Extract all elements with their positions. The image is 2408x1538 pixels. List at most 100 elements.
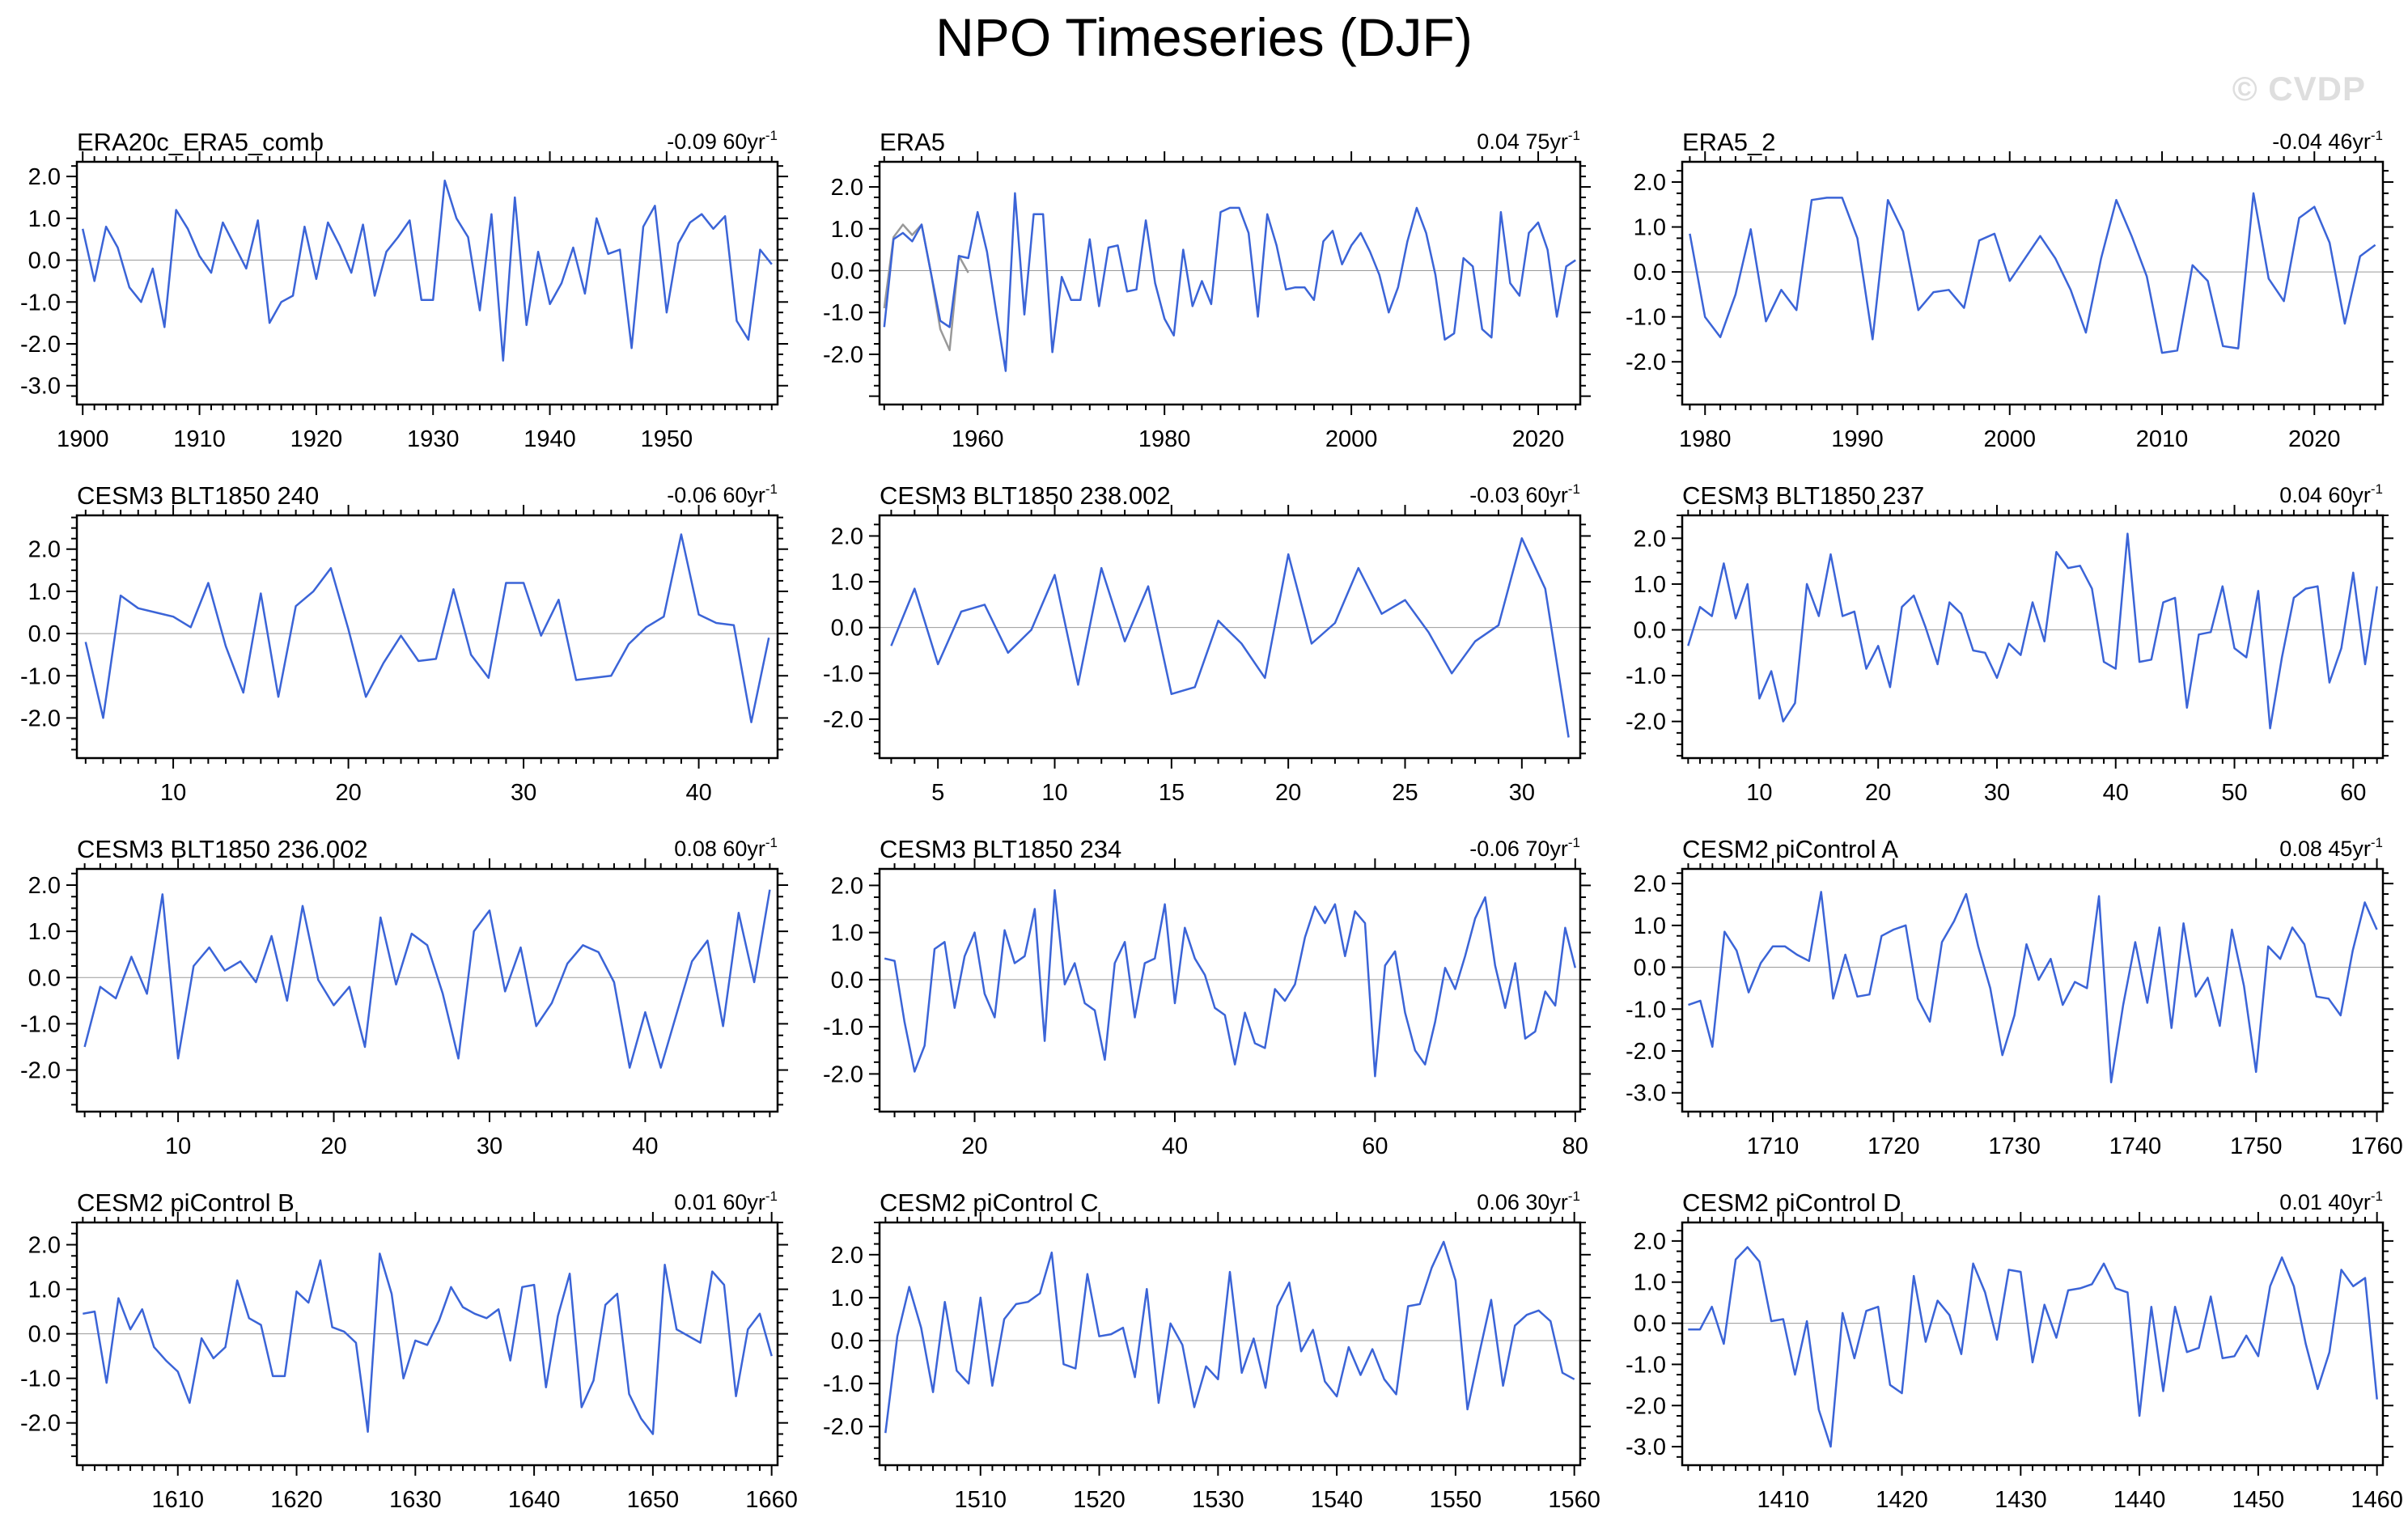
- y-tick-label: 0.0: [28, 1322, 61, 1348]
- plot-frame: [75, 867, 779, 1113]
- y-tick-label: -1.0: [1626, 663, 1666, 689]
- x-tick-label: 1910: [173, 426, 226, 452]
- x-tick-label: 1960: [952, 426, 1004, 452]
- y-tick-label: -1.0: [823, 1371, 863, 1397]
- page-title: NPO Timeseries (DJF): [935, 7, 1473, 67]
- axis-ticks: [1672, 858, 2393, 1122]
- timeseries-svg: CESM3 BLT1850 236.002 0.08 60yr-1 2.0 1.0 0.…: [20, 835, 788, 1159]
- y-tick-label: 2.0: [1634, 526, 1666, 552]
- x-tick-label: 2000: [1984, 426, 2037, 452]
- timeseries-line: [1688, 891, 2378, 1084]
- chart-panel: CESM3 BLT1850 237 0.04 60yr-1 2.0 1.0 0.0 -1.…: [1605, 473, 2408, 827]
- y-tick-label: 2.0: [28, 1233, 61, 1259]
- y-tick-label: -1.0: [1626, 1352, 1666, 1378]
- y-tick-label: 2.0: [1634, 1229, 1666, 1255]
- x-tick-label: 1900: [57, 426, 109, 452]
- timeseries-svg: CESM3 BLT1850 240 -0.06 60yr-1 2.0 1.0 0.0 -1…: [20, 481, 788, 806]
- y-tick-label: -2.0: [823, 707, 863, 733]
- y-tick-label: 2.0: [28, 873, 61, 899]
- x-tick-label: 40: [1162, 1133, 1188, 1159]
- chart-panel: CESM3 BLT1850 238.002 -0.03 60yr-1 2.0 1.0 0…: [803, 473, 1605, 827]
- chart-panel: ERA20c_ERA5_comb -0.09 60yr-1 2.0 1.0 0.0 -1.…: [0, 120, 803, 473]
- x-tick-label: 1460: [2351, 1487, 2403, 1513]
- chart-panel: CESM2 piControl C 0.06 30yr-1 2.0 1.0 0.0 -1.…: [803, 1180, 1605, 1534]
- x-tick-label: 50: [2221, 780, 2247, 806]
- y-tick-label: -3.0: [1626, 1434, 1666, 1460]
- y-tick-label: 0.0: [831, 1328, 863, 1354]
- x-tick-label: 40: [2103, 780, 2129, 806]
- y-tick-label: -3.0: [1626, 1081, 1666, 1107]
- chart-panel: ERA5_2 -0.04 46yr-1 2.0 1.0 0.0 -1.0 -2.0 1980 1…: [1605, 120, 2408, 473]
- charts-grid: ERA20c_ERA5_comb -0.09 60yr-1 2.0 1.0 0.0 -1.…: [0, 120, 2408, 1534]
- chart-panel: CESM2 piControl A 0.08 45yr-1 2.0 1.0 0.0 -1.…: [1605, 827, 2408, 1180]
- y-tick-label: -1.0: [1626, 997, 1666, 1023]
- y-tick-label: -2.0: [1626, 350, 1666, 375]
- trend-label: 0.01 40yr-1: [2279, 1188, 2383, 1214]
- trend-label: 0.01 60yr-1: [674, 1188, 778, 1214]
- plot-frame: [75, 160, 779, 406]
- panel-title: CESM2 piControl C: [880, 1188, 1098, 1217]
- trend-label: -0.04 46yr-1: [2272, 128, 2383, 154]
- y-tick-label: 0.0: [1634, 260, 1666, 286]
- timeseries-line: [81, 180, 773, 362]
- x-tick-label: 1710: [1747, 1133, 1800, 1159]
- trend-label: -0.06 70yr-1: [1469, 835, 1580, 861]
- x-tick-label: 30: [1984, 780, 2010, 806]
- x-tick-label: 20: [1275, 780, 1301, 806]
- x-tick-label: 1650: [627, 1487, 680, 1513]
- y-tick-label: -2.0: [20, 1058, 61, 1084]
- y-tick-label: -1.0: [823, 1015, 863, 1040]
- y-tick-label: 1.0: [831, 921, 863, 947]
- axis-ticks: [1672, 151, 2393, 415]
- timeseries-line: [1689, 192, 2376, 354]
- axis-ticks: [869, 1212, 1591, 1476]
- x-tick-label: 10: [160, 780, 186, 806]
- timeseries-svg: CESM2 piControl A 0.08 45yr-1 2.0 1.0 0.0 -1.…: [1626, 835, 2403, 1159]
- x-tick-label: 1990: [1831, 426, 1884, 452]
- x-tick-label: 40: [685, 780, 711, 806]
- x-tick-label: 1530: [1192, 1487, 1244, 1513]
- x-tick-label: 20: [320, 1133, 346, 1159]
- plot-frame: [1681, 867, 2385, 1113]
- x-tick-label: 1730: [1988, 1133, 2041, 1159]
- y-tick-label: -1.0: [1626, 305, 1666, 331]
- y-tick-label: 2.0: [1634, 170, 1666, 196]
- x-tick-label: 60: [1362, 1133, 1388, 1159]
- y-tick-label: 0.0: [831, 968, 863, 994]
- cvdp-watermark: © CVDP: [2232, 70, 2366, 108]
- x-tick-label: 60: [2340, 780, 2366, 806]
- x-tick-label: 80: [1562, 1133, 1588, 1159]
- plot-frame: [1681, 1221, 2385, 1467]
- chart-panel: CESM2 piControl B 0.01 60yr-1 2.0 1.0 0.0 -1.…: [0, 1180, 803, 1534]
- trend-label: -0.09 60yr-1: [667, 128, 778, 154]
- y-tick-label: -2.0: [20, 332, 61, 358]
- trend-label: 0.08 45yr-1: [2279, 835, 2383, 861]
- y-tick-label: -2.0: [1626, 1039, 1666, 1065]
- x-tick-label: 1950: [641, 426, 693, 452]
- x-tick-label: 30: [1509, 780, 1535, 806]
- chart-panel: CESM2 piControl D 0.01 40yr-1 2.0 1.0 0.0 -1.…: [1605, 1180, 2408, 1534]
- y-tick-label: 1.0: [1634, 215, 1666, 241]
- y-tick-label: -1.0: [20, 1011, 61, 1037]
- axis-ticks: [869, 858, 1591, 1122]
- timeseries-line: [1687, 532, 2378, 730]
- timeseries-line: [890, 537, 1570, 738]
- y-tick-label: -1.0: [20, 290, 61, 316]
- x-tick-label: 1760: [2351, 1133, 2403, 1159]
- plot-frame: [878, 514, 1582, 760]
- timeseries-svg: CESM3 BLT1850 238.002 -0.03 60yr-1 2.0 1.0 0…: [823, 481, 1591, 806]
- x-tick-label: 20: [335, 780, 361, 806]
- x-tick-label: 1640: [508, 1487, 561, 1513]
- panel-title: ERA5: [880, 128, 945, 156]
- timeseries-line: [83, 1252, 773, 1435]
- y-tick-label: 2.0: [1634, 871, 1666, 897]
- x-tick-label: 40: [632, 1133, 658, 1159]
- x-tick-label: 1550: [1430, 1487, 1482, 1513]
- timeseries-svg: CESM2 piControl D 0.01 40yr-1 2.0 1.0 0.0 -1.…: [1626, 1188, 2403, 1513]
- y-tick-label: 1.0: [28, 206, 61, 232]
- x-tick-label: 1510: [955, 1487, 1007, 1513]
- timeseries-line: [884, 1240, 1575, 1434]
- axis-ticks: [1672, 1212, 2393, 1476]
- axis-ticks: [869, 151, 1591, 415]
- x-tick-label: 2020: [1512, 426, 1565, 452]
